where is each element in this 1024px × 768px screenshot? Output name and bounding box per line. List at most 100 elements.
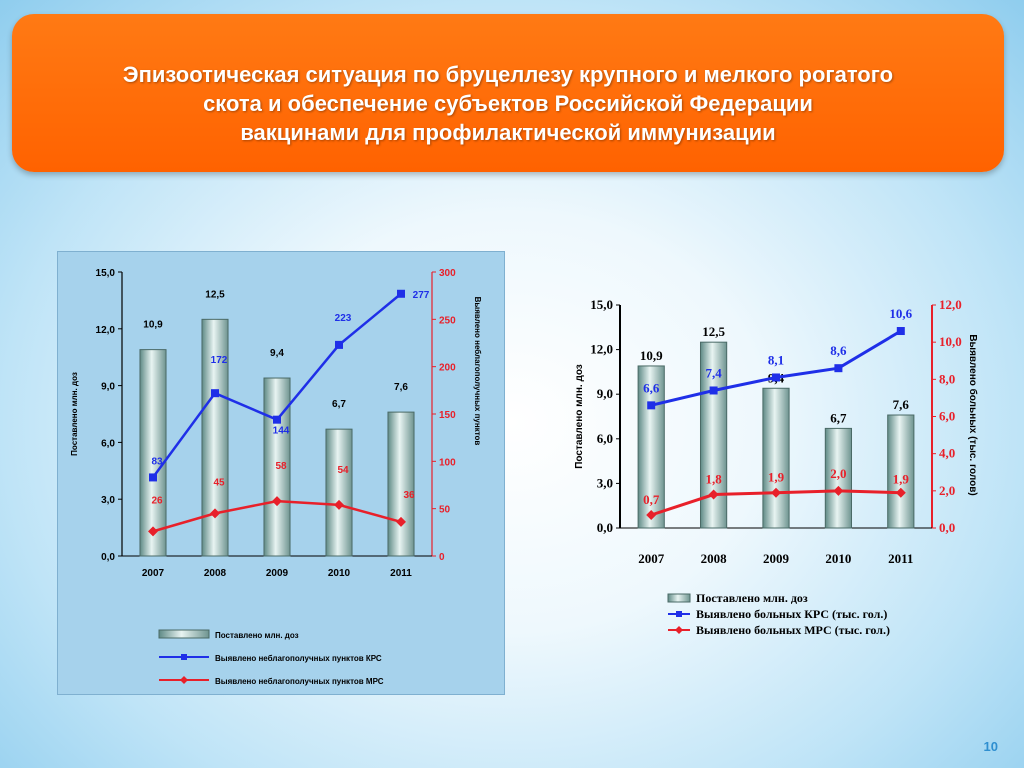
line-point: [833, 485, 844, 496]
line-point: [396, 516, 406, 527]
line-point: [834, 364, 843, 373]
right-axis-tick-label: 50: [439, 505, 451, 516]
line-value-label: 83: [151, 456, 163, 467]
right-axis-tick-label: 4,0: [939, 446, 955, 461]
line-point: [895, 487, 906, 498]
x-tick-label: 2010: [825, 551, 851, 566]
line-value-label: 1,9: [768, 470, 785, 485]
x-tick-label: 2008: [204, 568, 227, 579]
left-axis-tick-label: 15,0: [590, 297, 613, 312]
x-tick-label: 2007: [638, 551, 665, 566]
line-point: [211, 389, 219, 398]
x-tick-label: 2009: [763, 551, 790, 566]
x-tick-label: 2007: [142, 568, 165, 579]
right-axis-title: Выявлено больных (тыс. голов): [967, 334, 979, 495]
bar: [762, 387, 790, 529]
line-point: [771, 487, 781, 498]
line-value-label: 1,9: [893, 472, 910, 487]
bar-value-label: 12,5: [702, 324, 725, 339]
bar-value-label: 6,7: [830, 410, 847, 425]
left-axis-tick-label: 6,0: [597, 431, 613, 446]
legend-swatch: [667, 593, 691, 603]
left-axis-tick-label: 3,0: [101, 495, 115, 506]
bar-value-label: 10,9: [143, 320, 163, 331]
bar-value-label: 6,7: [332, 399, 346, 410]
left-axis-tick-label: 15,0: [96, 268, 116, 279]
line-value-label: 54: [337, 465, 349, 476]
slide-title-line-3: вакцинами для профилактической иммунизац…: [240, 120, 776, 145]
line-value-label: 6,6: [643, 380, 660, 395]
left-axis-tick-label: 9,0: [597, 386, 613, 401]
left-axis-tick-label: 0,0: [101, 552, 115, 563]
line-value-label: 10,6: [889, 306, 912, 321]
bar-value-label: 7,6: [394, 382, 408, 393]
line-point: [272, 496, 282, 507]
x-tick-label: 2011: [390, 568, 412, 579]
bar: [824, 427, 853, 529]
x-tick-label: 2011: [888, 551, 913, 566]
line-point: [335, 340, 343, 349]
line-value-label: 36: [403, 490, 415, 501]
line-value-label: 26: [151, 495, 163, 506]
x-tick-label: 2008: [701, 551, 728, 566]
line-value-label: 58: [275, 461, 287, 472]
legend-label: Выявлено больных КРС (тыс. гол.): [696, 607, 887, 621]
right-axis-tick-label: 250: [439, 315, 456, 326]
slide-title-line-2: скота и обеспечение субъектов Российской…: [203, 91, 813, 116]
left-axis-tick-label: 12,0: [96, 325, 116, 336]
left-axis-tick-label: 6,0: [101, 438, 115, 449]
bar: [387, 411, 415, 557]
left-axis-tick-label: 3,0: [597, 475, 613, 490]
line-point: [772, 373, 780, 382]
line-value-label: 45: [213, 477, 225, 488]
line-point: [148, 526, 158, 537]
left-axis-tick-label: 9,0: [101, 382, 115, 393]
right-axis-tick-label: 6,0: [939, 409, 955, 424]
line-value-label: 223: [335, 313, 352, 324]
line-value-label: 7,4: [705, 365, 722, 380]
line-point: [334, 499, 344, 510]
right-axis-tick-label: 300: [439, 268, 456, 279]
left-axis-title: Поставлено млн. доз: [574, 364, 585, 469]
left-axis-tick-label: 0,0: [597, 520, 613, 535]
legend-label: Поставлено млн. доз: [215, 631, 299, 640]
legend-label: Выявлено больных МРС (тыс. гол.): [696, 623, 890, 637]
legend-label: Выявлено неблагополучных пунктов МРС: [215, 677, 384, 686]
line-point: [709, 386, 718, 395]
bar: [325, 428, 353, 557]
line-point: [647, 401, 656, 410]
line-point: [896, 327, 905, 336]
title-banner: Эпизоотическая ситуация по бруцеллезу кр…: [12, 14, 1004, 172]
line-value-label: 8,6: [830, 343, 847, 358]
right-axis-title: Выявлено неблагополучных пунктов: [473, 297, 482, 446]
left-axis-title: Поставлено млн. доз: [70, 372, 79, 456]
line-value-label: 277: [413, 290, 430, 301]
line-point: [397, 289, 405, 298]
right-axis-tick-label: 0: [439, 552, 445, 563]
chart-foci: 0,0 3,0 6,0 9,0 12,0 15,0 0 50 100 150 200 250 300 По…: [70, 268, 482, 686]
line-point: [708, 489, 719, 500]
bar: [887, 414, 915, 529]
bar: [139, 349, 167, 557]
bar-value-label: 12,5: [205, 289, 225, 300]
right-axis-tick-label: 150: [439, 410, 456, 421]
line-value-label: 8,1: [768, 352, 784, 367]
line-point: [210, 508, 220, 519]
bar-value-label: 10,9: [640, 348, 663, 363]
legend-marker: [676, 611, 682, 617]
right-axis-tick-label: 8,0: [939, 371, 955, 386]
legend-marker: [180, 676, 188, 684]
bar: [637, 365, 665, 529]
chart-cases: 0,0 3,0 6,0 9,0 12,0 15,0 0,0 2,0 4,0 6,0 8,0 10,0 1…: [574, 297, 979, 637]
legend-marker: [181, 654, 187, 660]
bar-value-label: 9,4: [270, 348, 284, 359]
line-value-label: 172: [211, 355, 228, 366]
legend-label: Выявлено неблагополучных пунктов КРС: [215, 654, 382, 663]
line-value-label: 0,7: [643, 492, 660, 507]
right-axis-tick-label: 0,0: [939, 520, 955, 535]
legend-swatch: [158, 629, 210, 639]
right-axis-tick-label: 10,0: [939, 334, 962, 349]
page-number: 10: [983, 739, 998, 754]
line-value-label: 144: [273, 426, 290, 437]
right-axis-tick-label: 2,0: [939, 483, 955, 498]
